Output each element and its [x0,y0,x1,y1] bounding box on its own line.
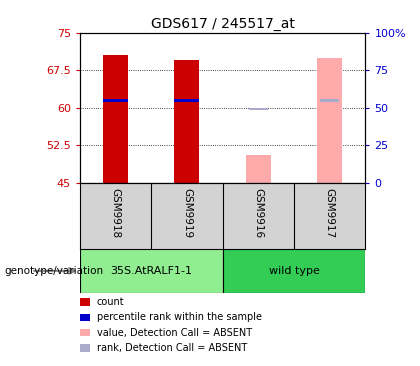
Bar [223,249,365,293]
Bar [103,56,128,183]
Text: genotype/variation: genotype/variation [4,266,103,276]
Text: GSM9919: GSM9919 [182,188,192,238]
Bar [317,58,342,183]
Bar [249,108,268,110]
Text: wild type: wild type [268,266,320,276]
Text: GSM9918: GSM9918 [110,188,121,238]
Bar [174,99,199,102]
Bar [80,249,223,293]
Bar [320,99,339,102]
Bar [103,99,128,102]
Text: GSM9916: GSM9916 [253,188,263,238]
Text: GSM9917: GSM9917 [325,188,335,238]
Text: rank, Detection Call = ABSENT: rank, Detection Call = ABSENT [97,343,247,353]
Title: GDS617 / 245517_at: GDS617 / 245517_at [151,16,294,30]
Text: percentile rank within the sample: percentile rank within the sample [97,312,262,322]
Text: 35S.AtRALF1-1: 35S.AtRALF1-1 [110,266,192,276]
Bar [174,60,199,183]
Bar [246,156,271,183]
Text: count: count [97,297,124,307]
Text: value, Detection Call = ABSENT: value, Detection Call = ABSENT [97,328,252,338]
